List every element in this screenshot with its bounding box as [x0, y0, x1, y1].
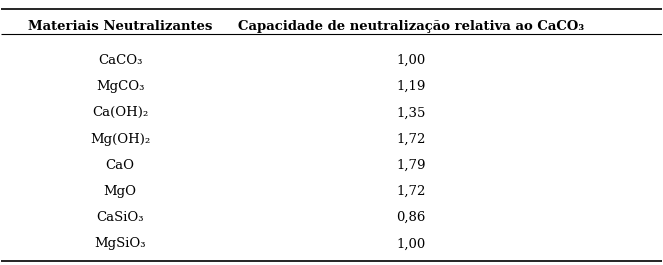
- Text: Materiais Neutralizantes: Materiais Neutralizantes: [28, 20, 212, 33]
- Text: CaCO₃: CaCO₃: [98, 54, 143, 67]
- Text: CaSiO₃: CaSiO₃: [97, 211, 144, 224]
- Text: Ca(OH)₂: Ca(OH)₂: [92, 106, 149, 119]
- Text: 1,72: 1,72: [396, 132, 426, 145]
- Text: CaO: CaO: [105, 159, 135, 172]
- Text: 1,79: 1,79: [396, 159, 426, 172]
- Text: Mg(OH)₂: Mg(OH)₂: [90, 132, 151, 145]
- Text: 1,19: 1,19: [396, 80, 426, 93]
- Text: 1,35: 1,35: [396, 106, 426, 119]
- Text: 1,72: 1,72: [396, 185, 426, 198]
- Text: MgO: MgO: [103, 185, 137, 198]
- Text: 1,00: 1,00: [396, 54, 426, 67]
- Text: 1,00: 1,00: [396, 237, 426, 250]
- Text: MgSiO₃: MgSiO₃: [95, 237, 146, 250]
- Text: MgCO₃: MgCO₃: [96, 80, 145, 93]
- Text: Capacidade de neutralização relativa ao CaCO₃: Capacidade de neutralização relativa ao …: [237, 20, 584, 33]
- Text: 0,86: 0,86: [396, 211, 426, 224]
